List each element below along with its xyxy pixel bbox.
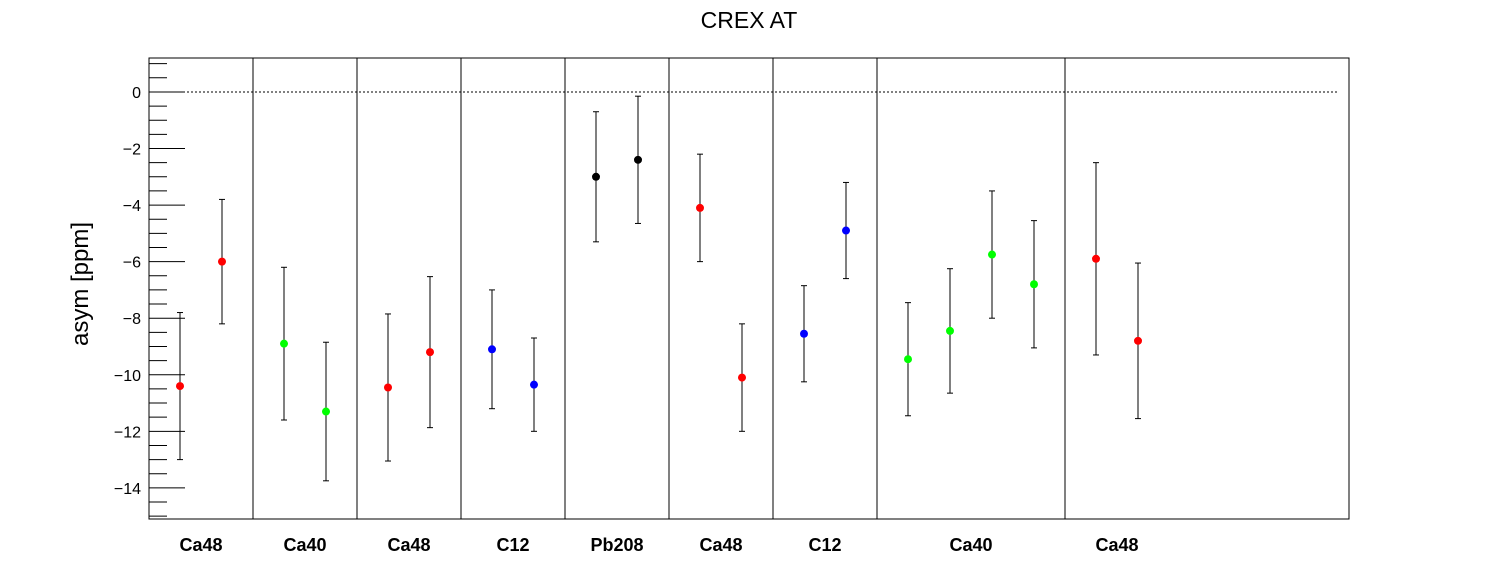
y-tick-label: −10 xyxy=(114,368,141,385)
data-point xyxy=(1030,280,1038,289)
data-point xyxy=(530,380,538,389)
data-point xyxy=(738,373,746,382)
data-point xyxy=(176,382,184,391)
data-point xyxy=(1134,336,1142,345)
data-point xyxy=(904,355,912,364)
data-point xyxy=(634,155,642,164)
y-tick-label: −4 xyxy=(123,198,141,215)
y-tick-label: −12 xyxy=(114,424,141,441)
y-tick-label: −6 xyxy=(123,255,141,272)
data-point xyxy=(696,203,704,212)
category-label: Ca48 xyxy=(387,535,430,555)
category-label: Ca48 xyxy=(699,535,742,555)
y-axis-label: asym [ppm] xyxy=(67,222,94,346)
category-label: Ca40 xyxy=(949,535,992,555)
y-tick-label: −14 xyxy=(114,481,141,498)
data-point xyxy=(988,250,996,259)
data-point xyxy=(488,345,496,354)
data-point xyxy=(426,348,434,357)
data-point xyxy=(800,329,808,338)
data-point xyxy=(946,326,954,335)
plot-frame xyxy=(148,57,1350,520)
data-point xyxy=(384,383,392,392)
y-tick-label: −2 xyxy=(123,142,141,159)
chart-title: CREX AT xyxy=(701,7,798,33)
y-tick-label: −8 xyxy=(123,311,141,328)
category-label: Ca48 xyxy=(1095,535,1138,555)
data-point xyxy=(322,407,330,416)
category-label: Pb208 xyxy=(590,535,643,555)
category-label: C12 xyxy=(496,535,529,555)
category-label: C12 xyxy=(808,535,841,555)
data-point xyxy=(842,226,850,235)
data-point xyxy=(592,172,600,181)
category-label: Ca48 xyxy=(179,535,222,555)
data-point xyxy=(218,257,226,266)
data-point xyxy=(280,339,288,348)
data-point xyxy=(1092,254,1100,263)
category-label: Ca40 xyxy=(283,535,326,555)
y-tick-label: 0 xyxy=(132,85,141,102)
